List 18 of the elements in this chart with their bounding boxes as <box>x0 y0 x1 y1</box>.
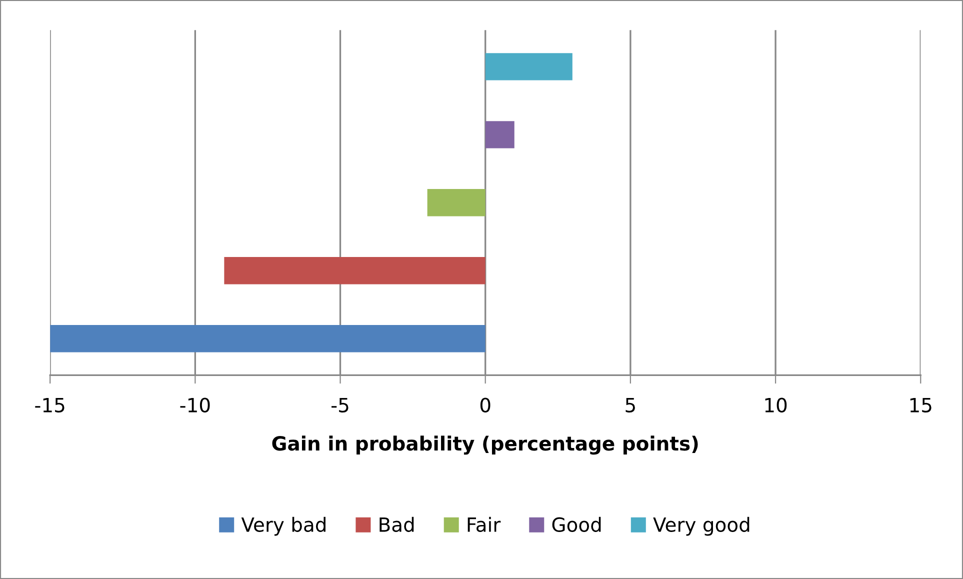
x-tick-label: -5 <box>332 398 348 412</box>
x-tick-label: 15 <box>910 398 932 412</box>
legend-label: Fair <box>468 516 501 532</box>
bar <box>224 257 486 284</box>
bar <box>485 53 572 80</box>
x-tick-label: 0 <box>480 398 490 412</box>
legend-label: Very good <box>653 516 750 536</box>
bar <box>50 325 486 352</box>
x-tick-label: 5 <box>626 398 635 412</box>
x-tick-label: 10 <box>765 398 787 412</box>
x-tick-label: -10 <box>180 398 210 412</box>
legend-label: Good <box>552 516 601 532</box>
legend-label: Bad <box>380 516 414 532</box>
bar <box>427 189 486 216</box>
x-tick-label: -15 <box>35 398 64 412</box>
x-axis-title: Gain in probability (percentage points) <box>272 436 698 455</box>
legend-label: Very bad <box>241 516 326 536</box>
bar <box>485 121 514 148</box>
